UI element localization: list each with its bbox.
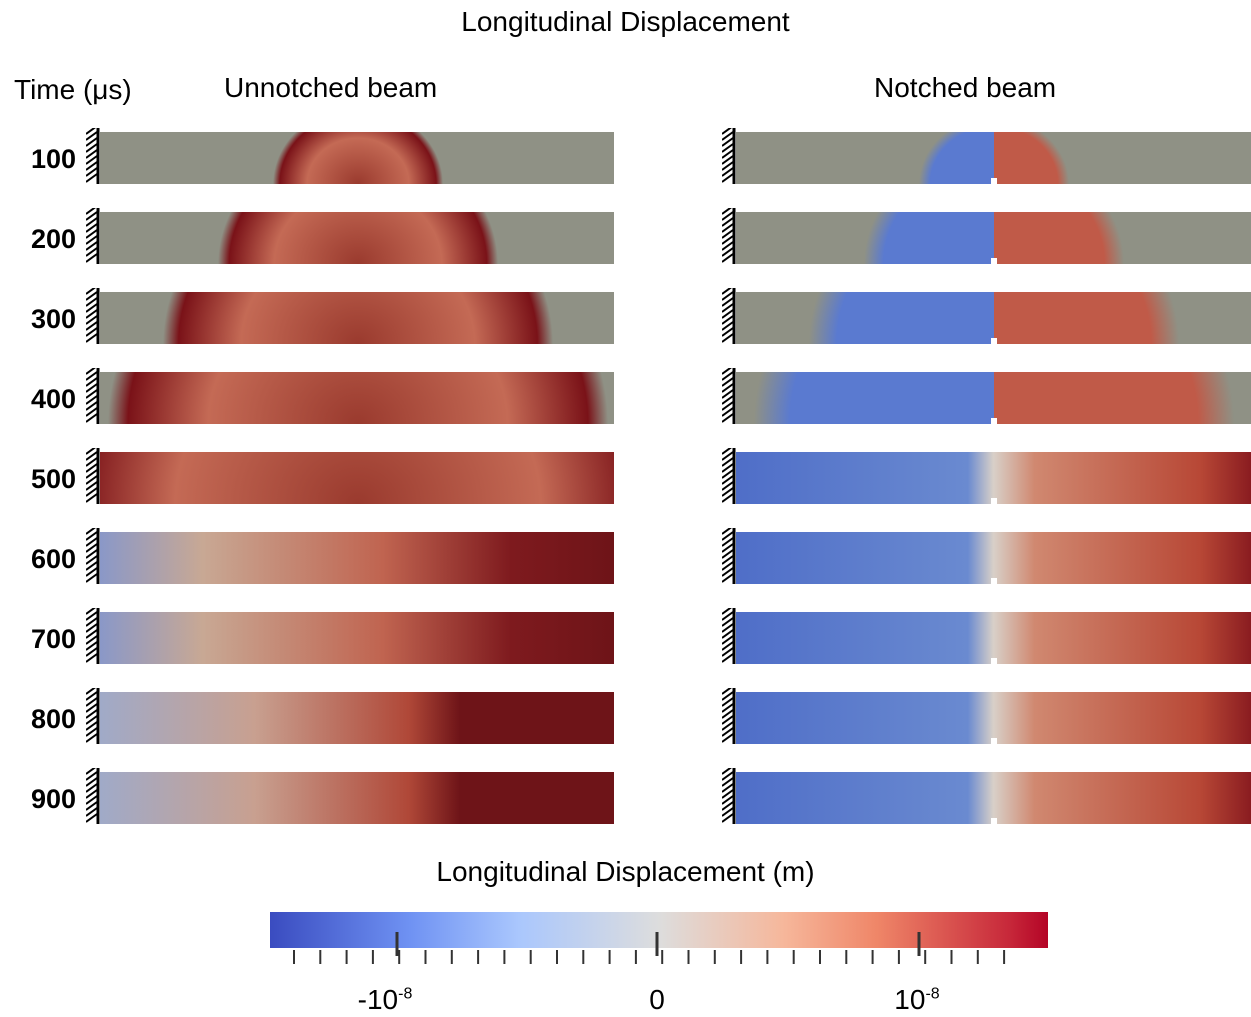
tick-pos: 10-8: [894, 984, 940, 1015]
notch: [991, 418, 997, 424]
time-label-900: 900: [30, 784, 76, 814]
unnotched-wall-icon: [85, 205, 100, 264]
unnotched-wall-icon: [85, 445, 100, 504]
unnotched-beam-400: [100, 372, 614, 424]
notched-beam-500: [736, 452, 1251, 504]
time-label-200: 200: [30, 224, 76, 254]
figure-title: Longitudinal Displacement: [461, 6, 790, 37]
unnotched-heading: Unnotched beam: [224, 72, 438, 103]
time-label-300: 300: [30, 304, 76, 334]
time-label-700: 700: [30, 624, 76, 654]
notched-wall-icon: [721, 205, 736, 264]
notch: [991, 658, 997, 664]
time-axis-label: Time (μs): [14, 74, 132, 105]
notched-wall-icon: [721, 685, 736, 744]
notched-wall-icon: [721, 525, 736, 584]
unnotched-wall-icon: [85, 365, 100, 424]
tick-neg: -10-8: [357, 984, 413, 1015]
notched-beam-400: [736, 372, 1251, 424]
notched-wall-icon: [721, 445, 736, 504]
notch: [991, 338, 997, 344]
notched-beam-600: [736, 532, 1251, 584]
unnotched-wall-icon: [85, 285, 100, 344]
unnotched-wall-icon: [85, 525, 100, 584]
unnotched-beam-300: [100, 292, 614, 344]
notch: [991, 578, 997, 584]
time-label-800: 800: [30, 704, 76, 734]
notch: [991, 738, 997, 744]
unnotched-wall-icon: [85, 125, 100, 184]
unnotched-beam-800: [100, 692, 614, 744]
notched-wall-icon: [721, 605, 736, 664]
time-label-600: 600: [30, 544, 76, 574]
notched-heading: Notched beam: [874, 72, 1057, 103]
tick-zero: 0: [649, 984, 665, 1015]
time-label-400: 400: [30, 384, 76, 414]
unnotched-beam-200: [100, 212, 614, 264]
notched-wall-icon: [721, 365, 736, 424]
unnotched-beam-500: [100, 452, 614, 504]
notched-wall-icon: [721, 765, 736, 824]
unnotched-beam-900: [100, 772, 614, 824]
unnotched-wall-icon: [85, 765, 100, 824]
notched-beam-800: [736, 692, 1251, 744]
notch: [991, 178, 997, 184]
notched-beam-100: [736, 132, 1251, 184]
unnotched-beam-100: [100, 132, 614, 184]
unnotched-wall-icon: [85, 605, 100, 664]
notched-beam-300: [736, 292, 1251, 344]
time-label-100: 100: [30, 144, 76, 174]
unnotched-beam-600: [100, 532, 614, 584]
unnotched-wall-icon: [85, 685, 100, 744]
notch: [991, 498, 997, 504]
unnotched-beam-700: [100, 612, 614, 664]
notched-beam-900: [736, 772, 1251, 824]
notched-wall-icon: [721, 285, 736, 344]
notch: [991, 818, 997, 824]
notched-wall-icon: [721, 125, 736, 184]
colorbar-title: Longitudinal Displacement (m): [436, 856, 815, 887]
notched-beam-200: [736, 212, 1251, 264]
colorbar-ticks: [293, 932, 1006, 964]
notched-beam-700: [736, 612, 1251, 664]
time-label-500: 500: [30, 464, 76, 494]
notch: [991, 258, 997, 264]
